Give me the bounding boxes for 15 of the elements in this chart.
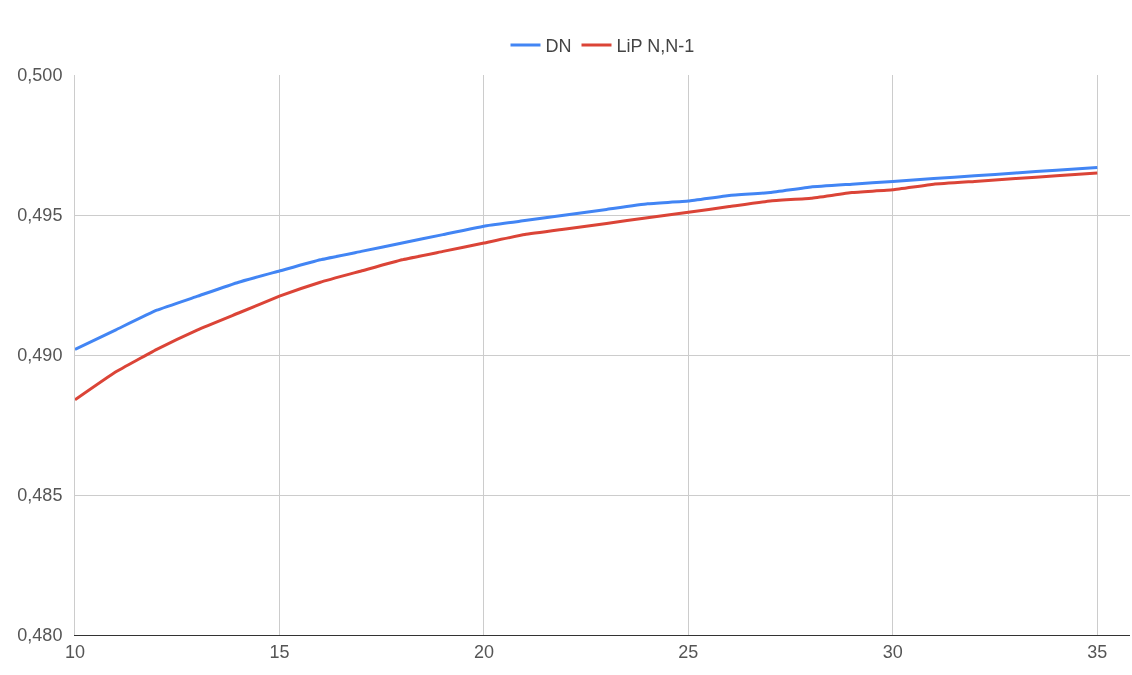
x-tick-label: 30 bbox=[882, 641, 903, 662]
line-series bbox=[75, 165, 1099, 351]
legend-label: LiP N,N-1 bbox=[616, 36, 695, 57]
y-tick-label: 0,495 bbox=[17, 205, 63, 226]
y-tick-label: 0,480 bbox=[17, 625, 63, 646]
x-tick-label: 20 bbox=[473, 641, 494, 662]
line-series bbox=[75, 171, 1099, 402]
y-tick-label: 0,490 bbox=[17, 345, 63, 366]
y-tick-label: 0,485 bbox=[17, 485, 63, 506]
x-tick-label: 25 bbox=[678, 641, 699, 662]
x-tick-label: 15 bbox=[269, 641, 290, 662]
legend-label: DN bbox=[545, 36, 572, 57]
x-tick-label: 10 bbox=[64, 641, 86, 662]
x-tick-label: 35 bbox=[1087, 641, 1108, 662]
y-tick-label: 0,500 bbox=[17, 65, 63, 86]
